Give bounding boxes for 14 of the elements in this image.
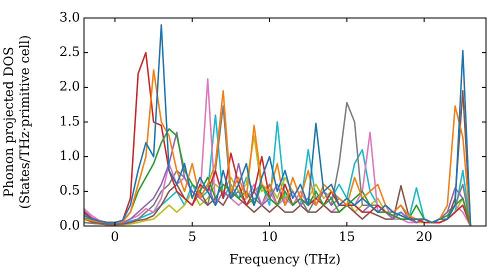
- x-tick-label: 5: [188, 230, 196, 246]
- y-tick-label: 3.0: [59, 10, 80, 26]
- y-tick-label: 2.5: [59, 45, 80, 60]
- y-tick-label: 2.0: [59, 80, 80, 95]
- x-axis-title: Frequency (THz): [229, 252, 341, 268]
- y-axis-title: Phonon projected DOS (States/THz·primitive cell): [2, 34, 33, 210]
- x-tick-label: 0: [110, 230, 120, 246]
- y-tick-label: 0.0: [59, 218, 80, 234]
- y-tick-label: 1.5: [59, 114, 80, 130]
- x-tick-label: 20: [416, 230, 432, 246]
- x-tick-label: 10: [261, 230, 278, 246]
- y-tick-label: 1.0: [59, 149, 80, 164]
- x-tick-label: 15: [338, 230, 356, 246]
- y-tick-label: 0.5: [59, 184, 80, 199]
